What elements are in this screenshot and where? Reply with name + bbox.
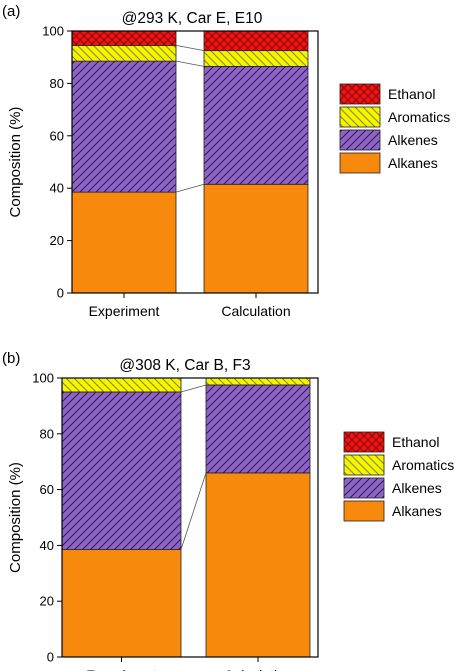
connector-line-alkenes	[180, 384, 207, 393]
bar-segment-aromatics-experiment	[71, 45, 177, 62]
chart-title: @308 K, Car B, F3	[119, 357, 250, 374]
bar-segment-alkenes-calculation	[205, 384, 311, 474]
plot-frame	[61, 377, 319, 658]
bar-segment-alkenes-experiment	[71, 60, 177, 193]
connector-line-aromatics	[175, 45, 205, 52]
legend-swatch-aromatics	[343, 454, 385, 476]
y-tick-label: 0	[47, 650, 54, 665]
y-tick-label: 60	[50, 128, 64, 143]
legend-swatch-alkanes	[343, 500, 385, 522]
legend: Ethanol Aromatics Alkenes Alkanes	[343, 431, 454, 522]
y-tick-label: 40	[40, 538, 54, 553]
legend-label-alkanes: Alkanes	[388, 155, 438, 171]
legend: Ethanol Aromatics Alkenes Alkanes	[339, 83, 450, 174]
connector-line-alkanes	[180, 472, 207, 550]
legend-label-ethanol: Ethanol	[388, 86, 435, 102]
bar-segment-aromatics-calculation	[205, 377, 311, 386]
y-tick-label: 40	[50, 181, 64, 196]
y-tick-label: 20	[50, 233, 64, 248]
bar-segment-alkenes-calculation	[203, 65, 309, 185]
bar-segment-ethanol-calculation	[203, 30, 309, 52]
x-category-label: Experiment	[86, 667, 157, 671]
panel-label: (a)	[2, 3, 20, 20]
y-tick-label: 80	[50, 76, 64, 91]
legend-label-aromatics: Aromatics	[392, 457, 454, 473]
x-category-label: Calculation	[223, 667, 292, 671]
legend-label-ethanol: Ethanol	[392, 434, 439, 450]
bar-segment-alkenes-experiment	[61, 391, 182, 550]
bar-segment-alkanes-calculation	[205, 472, 311, 658]
bar-segment-alkanes-experiment	[71, 191, 177, 294]
chart-panel-a: 0 20 40 60 80 100 Experiment Calculation Composi…	[2, 3, 450, 319]
legend-label-alkenes: Alkenes	[392, 480, 442, 496]
y-tick-label: 100	[32, 371, 54, 386]
legend-label-aromatics: Aromatics	[388, 109, 450, 125]
x-category-label: Experiment	[89, 303, 160, 319]
legend-swatch-ethanol	[339, 83, 381, 105]
bar-segment-aromatics-calculation	[203, 50, 309, 67]
legend-swatch-alkanes	[339, 152, 381, 174]
legend-swatch-alkenes	[339, 129, 381, 151]
chart-panel-b: 0 20 40 60 80 100 Experiment Calculation Composi…	[2, 350, 454, 671]
chart-title: @293 K, Car E, E10	[122, 10, 263, 27]
legend-swatch-aromatics	[339, 106, 381, 128]
legend-label-alkanes: Alkanes	[392, 503, 442, 519]
y-axis-label: Composition (%)	[7, 462, 24, 573]
bar-segment-alkanes-calculation	[203, 183, 309, 294]
y-tick-label: 0	[57, 286, 64, 301]
bar-segment-alkanes-experiment	[61, 549, 182, 658]
legend-swatch-ethanol	[343, 431, 385, 453]
connector-line-alkenes	[175, 60, 205, 67]
bar-segment-aromatics-experiment	[61, 377, 182, 393]
y-tick-label: 100	[42, 24, 64, 39]
plot-frame	[71, 30, 319, 294]
x-category-label: Calculation	[221, 303, 290, 319]
y-axis-label: Composition (%)	[7, 107, 24, 218]
panel-label: (b)	[2, 350, 20, 367]
bar-segment-ethanol-experiment	[71, 30, 177, 46]
y-tick-label: 80	[40, 426, 54, 441]
legend-swatch-alkenes	[343, 477, 385, 499]
connector-line-alkanes	[175, 183, 205, 193]
y-tick-label: 20	[40, 594, 54, 609]
legend-label-alkenes: Alkenes	[388, 132, 438, 148]
y-tick-label: 60	[40, 482, 54, 497]
